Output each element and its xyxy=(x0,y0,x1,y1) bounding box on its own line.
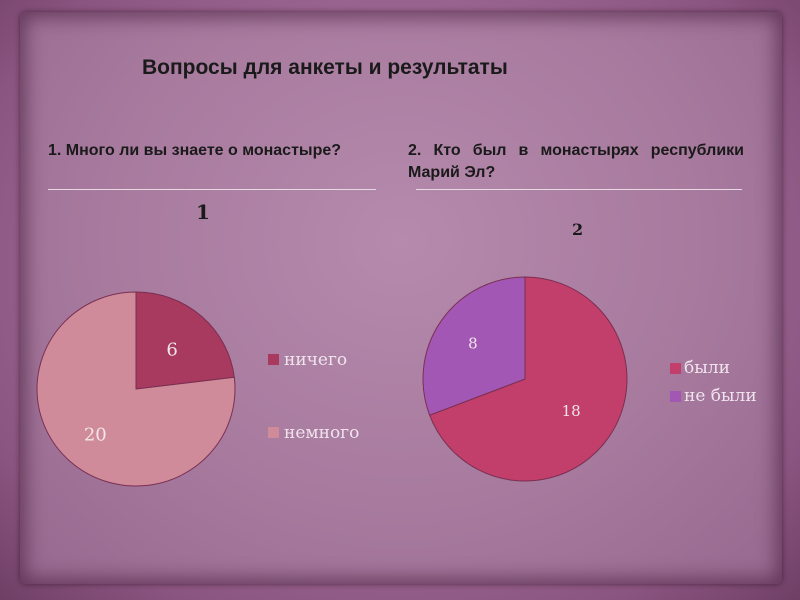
chart-1-pie: 6 20 xyxy=(36,291,236,487)
question-2-underline xyxy=(416,189,742,190)
chart-1-slice-2 xyxy=(36,291,236,487)
chart-2-data-label-2: 8 xyxy=(468,334,478,352)
chart-2-title: 2 xyxy=(572,220,584,239)
chart-2-legend-label-1: были xyxy=(684,358,730,378)
chart-1-data-label-1: 6 xyxy=(166,339,177,360)
slide-title: Вопросы для анкеты и результаты xyxy=(142,56,508,79)
question-1-underline xyxy=(48,189,376,190)
chart-1-slice-1 xyxy=(135,291,235,390)
chart-2-legend-swatch-1 xyxy=(670,363,681,374)
chart-1-legend-swatch-2 xyxy=(268,427,279,438)
chart-2-data-label-1: 18 xyxy=(562,402,581,420)
chart-1-legend-label-1: ничего xyxy=(284,350,348,370)
question-1: 1. Много ли вы знаете о монастыре? xyxy=(48,142,342,159)
chart-2-pie: 18 8 xyxy=(422,276,628,482)
chart-2-legend-label-2: не были xyxy=(684,386,757,406)
chart-1-title: 1 xyxy=(196,200,210,224)
chart-1-legend-label-2: немного xyxy=(284,423,360,443)
chart-2-slice-2 xyxy=(422,276,526,416)
question-2: 2. Кто был в монастырях республики Марий… xyxy=(408,142,744,181)
chart-1-legend-swatch-1 xyxy=(268,354,279,365)
chart-2-slice-1 xyxy=(428,276,628,482)
chart-1-data-label-2: 20 xyxy=(84,424,107,445)
chart-2-legend-swatch-2 xyxy=(670,391,681,402)
